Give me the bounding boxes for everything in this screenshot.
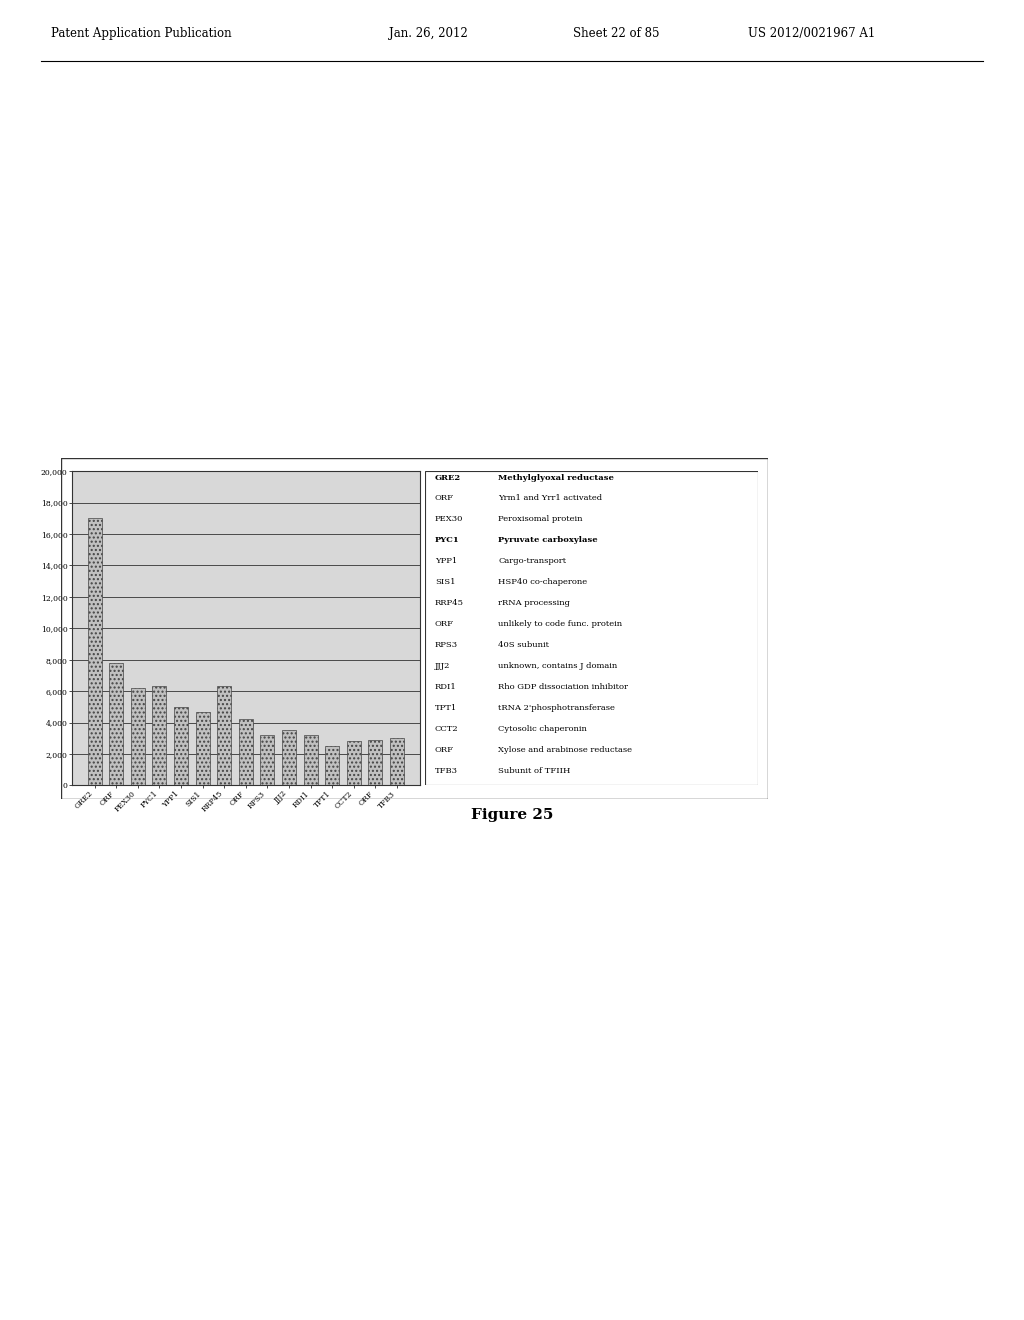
Text: Xylose and arabinose reductase: Xylose and arabinose reductase	[499, 746, 632, 754]
Text: ORF: ORF	[435, 495, 454, 503]
Bar	[239, 719, 253, 785]
Text: 40S subunit: 40S subunit	[499, 642, 549, 649]
Text: unknown, contains J domain: unknown, contains J domain	[499, 663, 617, 671]
Bar	[153, 686, 166, 785]
Bar	[110, 663, 123, 785]
Text: ORF: ORF	[435, 746, 454, 754]
Text: RRP45: RRP45	[435, 599, 464, 607]
Text: GRE2: GRE2	[435, 474, 461, 482]
Text: RPS3: RPS3	[435, 642, 458, 649]
Text: Rho GDP dissociation inhibitor: Rho GDP dissociation inhibitor	[499, 682, 628, 690]
Text: Jan. 26, 2012: Jan. 26, 2012	[389, 28, 468, 40]
Bar	[196, 711, 210, 785]
Text: RDI1: RDI1	[435, 682, 457, 690]
Text: PYC1: PYC1	[435, 536, 460, 544]
Bar	[303, 735, 317, 785]
Bar	[326, 746, 339, 785]
Text: HSP40 co-chaperone: HSP40 co-chaperone	[499, 578, 588, 586]
Text: Methylglyoxal reductase: Methylglyoxal reductase	[499, 474, 614, 482]
Text: unlikely to code func. protein: unlikely to code func. protein	[499, 620, 623, 628]
Text: Pyruvate carboxylase: Pyruvate carboxylase	[499, 536, 598, 544]
Text: Figure 25: Figure 25	[471, 808, 553, 822]
Bar	[369, 739, 382, 785]
Text: YPP1: YPP1	[435, 557, 457, 565]
Text: Sheet 22 of 85: Sheet 22 of 85	[573, 28, 659, 40]
Text: JJJ2: JJJ2	[435, 663, 451, 671]
Text: Peroxisomal protein: Peroxisomal protein	[499, 515, 583, 524]
Text: CCT2: CCT2	[435, 725, 459, 733]
Text: Yrm1 and Yrr1 activated: Yrm1 and Yrr1 activated	[499, 495, 602, 503]
Bar	[260, 735, 274, 785]
Text: Cytosolic chaperonin: Cytosolic chaperonin	[499, 725, 587, 733]
Text: tRNA 2'phosphotransferase: tRNA 2'phosphotransferase	[499, 704, 615, 711]
Text: Cargo-transport: Cargo-transport	[499, 557, 566, 565]
Bar	[87, 519, 101, 785]
Text: TPT1: TPT1	[435, 704, 457, 711]
Bar	[217, 686, 231, 785]
Bar	[131, 688, 144, 785]
Text: TFB3: TFB3	[435, 767, 458, 775]
Bar	[174, 708, 188, 785]
Text: Patent Application Publication: Patent Application Publication	[51, 28, 231, 40]
Text: rRNA processing: rRNA processing	[499, 599, 570, 607]
Bar	[390, 738, 404, 785]
Text: SIS1: SIS1	[435, 578, 456, 586]
Bar	[347, 742, 360, 785]
Text: PEX30: PEX30	[435, 515, 463, 524]
FancyBboxPatch shape	[425, 471, 758, 785]
Text: ORF: ORF	[435, 620, 454, 628]
Text: US 2012/0021967 A1: US 2012/0021967 A1	[748, 28, 874, 40]
Text: Subunit of TFIIH: Subunit of TFIIH	[499, 767, 570, 775]
Bar	[282, 730, 296, 785]
